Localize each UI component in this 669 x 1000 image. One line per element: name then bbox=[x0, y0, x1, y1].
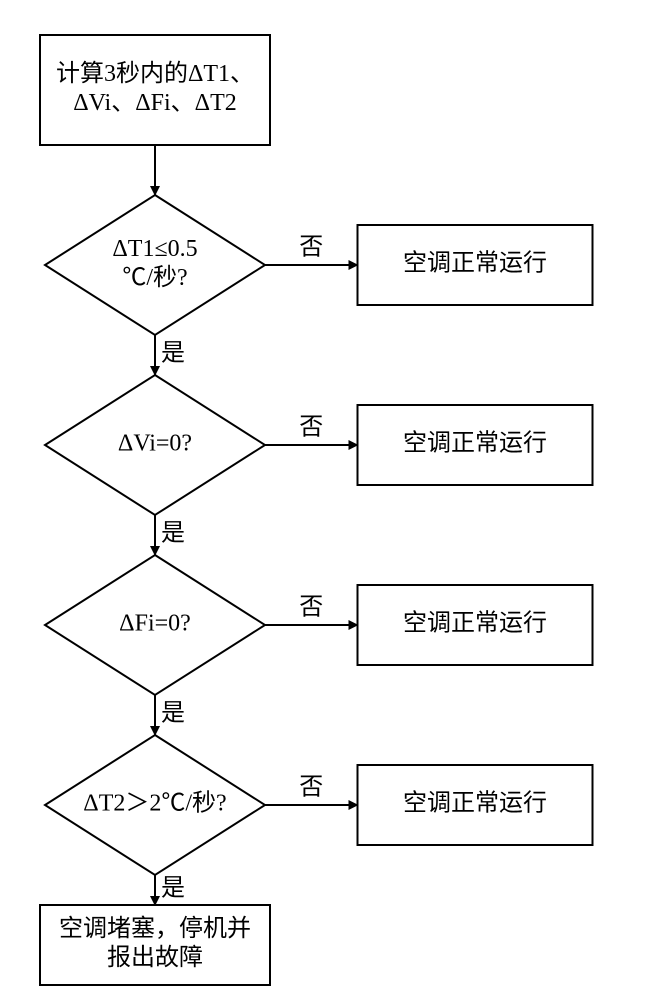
edge-label: 是 bbox=[161, 341, 185, 367]
flowchart: 是是是是否否否否计算3秒内的ΔT1、ΔVi、ΔFi、ΔT2ΔT1≤0.5℃/秒?… bbox=[0, 0, 669, 1000]
node-label: ℃/秒? bbox=[122, 264, 187, 291]
node-label: 空调正常运行 bbox=[403, 430, 547, 457]
edge-label: 是 bbox=[161, 876, 185, 902]
node-label: ΔVi=0? bbox=[118, 431, 192, 457]
edge-label: 否 bbox=[299, 595, 323, 621]
edge-label: 否 bbox=[299, 415, 323, 441]
node-label: ΔT2＞2℃/秒? bbox=[83, 790, 226, 817]
node-label: ΔT1≤0.5 bbox=[112, 236, 197, 262]
node-label: 计算3秒内的ΔT1、 bbox=[56, 60, 254, 87]
node-label: 空调正常运行 bbox=[403, 790, 547, 817]
edge-label: 否 bbox=[299, 775, 323, 801]
edge-label: 是 bbox=[161, 701, 185, 727]
node-label: 空调堵塞，停机并 bbox=[59, 915, 251, 942]
node-label: 空调正常运行 bbox=[403, 250, 547, 277]
node-label: 报出故障 bbox=[107, 944, 203, 971]
edge-label: 否 bbox=[299, 235, 323, 261]
node-label: ΔFi=0? bbox=[119, 611, 191, 637]
node-label: 空调正常运行 bbox=[403, 610, 547, 637]
edge-label: 是 bbox=[161, 521, 185, 547]
node-label: ΔVi、ΔFi、ΔT2 bbox=[73, 90, 237, 116]
